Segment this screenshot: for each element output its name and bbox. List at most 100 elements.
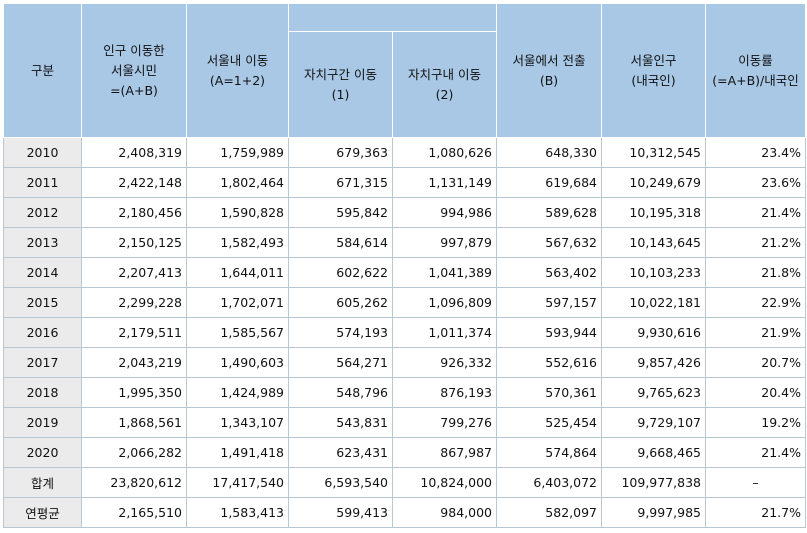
table-row: 2012 2,180,456 1,590,828 595,842 994,986 589,… (3, 197, 806, 228)
table-cell: 9,930,616 (601, 317, 706, 348)
table-cell: 2,180,456 (81, 197, 187, 228)
table-cell: 574,193 (288, 317, 393, 348)
table-cell: 525,454 (496, 407, 602, 438)
table-cell: 1,096,809 (392, 287, 497, 318)
table-cell: 19.2% (705, 407, 806, 438)
row-label: 2016 (3, 317, 82, 348)
table-cell: 1,424,989 (186, 377, 289, 408)
table-cell: 21.9% (705, 317, 806, 348)
table-cell: 926,332 (392, 347, 497, 378)
header-between-districts: 자치구간 이동 (1) (288, 31, 393, 138)
table-cell: – (705, 467, 806, 498)
table-cell: 17,417,540 (186, 467, 289, 498)
table-cell: 22.9% (705, 287, 806, 318)
row-label: 2018 (3, 377, 82, 408)
table-cell: 582,097 (496, 497, 602, 528)
row-label: 합계 (3, 467, 82, 498)
row-label: 2019 (3, 407, 82, 438)
table-cell: 2,422,148 (81, 167, 187, 198)
table-cell: 9,857,426 (601, 347, 706, 378)
table-cell: 21.7% (705, 497, 806, 528)
population-movement-table: 구분 인구 이동한 서울시민 =(A+B) 서울내 이동 (A=1+2) 서울에… (3, 3, 806, 528)
table-cell: 2,207,413 (81, 257, 187, 288)
table-cell: 10,022,181 (601, 287, 706, 318)
table-cell: 1,080,626 (392, 137, 497, 168)
table-cell: 648,330 (496, 137, 602, 168)
table-row: 2011 2,422,148 1,802,464 671,315 1,131,149 61… (3, 167, 806, 198)
table-row: 합계 23,820,612 17,417,540 6,593,540 10,824,00… (3, 467, 806, 498)
table-cell: 574,864 (496, 437, 602, 468)
header-movement-rate: 이동률 (=A+B)/내국인 (705, 3, 806, 138)
table-cell: 2,299,228 (81, 287, 187, 318)
table-cell: 6,403,072 (496, 467, 602, 498)
table-cell: 9,997,985 (601, 497, 706, 528)
table-cell: 10,195,318 (601, 197, 706, 228)
table-cell: 9,668,465 (601, 437, 706, 468)
table-cell: 109,977,838 (601, 467, 706, 498)
table-row: 2016 2,179,511 1,585,567 574,193 1,011,374 59… (3, 317, 806, 348)
table-cell: 595,842 (288, 197, 393, 228)
table-row: 2014 2,207,413 1,644,011 602,622 1,041,389 56… (3, 257, 806, 288)
table-cell: 671,315 (288, 167, 393, 198)
table-cell: 593,944 (496, 317, 602, 348)
table-cell: 1,702,071 (186, 287, 289, 318)
table-cell: 997,879 (392, 227, 497, 258)
table-cell: 23,820,612 (81, 467, 187, 498)
header-within-seoul: 서울내 이동 (A=1+2) (186, 3, 289, 138)
row-label: 2017 (3, 347, 82, 378)
table-cell: 10,824,000 (392, 467, 497, 498)
table-cell: 570,361 (496, 377, 602, 408)
table-cell: 994,986 (392, 197, 497, 228)
table-cell: 984,000 (392, 497, 497, 528)
row-label: 2015 (3, 287, 82, 318)
table-cell: 10,143,645 (601, 227, 706, 258)
table-row: 2013 2,150,125 1,582,493 584,614 997,879 567,… (3, 227, 806, 258)
row-label: 2011 (3, 167, 82, 198)
table-cell: 1,343,107 (186, 407, 289, 438)
row-label: 2014 (3, 257, 82, 288)
table-cell: 10,249,679 (601, 167, 706, 198)
table-cell: 564,271 (288, 347, 393, 378)
table-cell: 10,103,233 (601, 257, 706, 288)
table-cell: 599,413 (288, 497, 393, 528)
header-out-of-seoul: 서울에서 전출 (B) (496, 3, 602, 138)
table-cell: 1,868,561 (81, 407, 187, 438)
table-cell: 2,408,319 (81, 137, 187, 168)
table-cell: 23.6% (705, 167, 806, 198)
table-cell: 1,583,413 (186, 497, 289, 528)
table-cell: 563,402 (496, 257, 602, 288)
header-total-movers: 인구 이동한 서울시민 =(A+B) (81, 3, 187, 138)
table-cell: 1,491,418 (186, 437, 289, 468)
header-within-district: 자치구내 이동 (2) (392, 31, 497, 138)
table-cell: 1,995,350 (81, 377, 187, 408)
table-cell: 589,628 (496, 197, 602, 228)
table-cell: 23.4% (705, 137, 806, 168)
table-cell: 2,150,125 (81, 227, 187, 258)
table-cell: 867,987 (392, 437, 497, 468)
table-cell: 679,363 (288, 137, 393, 168)
table-cell: 1,490,603 (186, 347, 289, 378)
header-group-blank (288, 3, 497, 32)
table-cell: 20.7% (705, 347, 806, 378)
table-cell: 597,157 (496, 287, 602, 318)
table-row: 2018 1,995,350 1,424,989 548,796 876,193 570,… (3, 377, 806, 408)
table-cell: 20.4% (705, 377, 806, 408)
table-row: 2020 2,066,282 1,491,418 623,431 867,987 574,… (3, 437, 806, 468)
table-cell: 21.2% (705, 227, 806, 258)
table-row: 2019 1,868,561 1,343,107 543,831 799,276 525,… (3, 407, 806, 438)
row-label: 2010 (3, 137, 82, 168)
table-cell: 543,831 (288, 407, 393, 438)
table-cell: 21.8% (705, 257, 806, 288)
header-gubun: 구분 (3, 3, 82, 138)
table-row: 2015 2,299,228 1,702,071 605,262 1,096,809 59… (3, 287, 806, 318)
table-cell: 9,729,107 (601, 407, 706, 438)
table-cell: 1,041,389 (392, 257, 497, 288)
table-cell: 1,582,493 (186, 227, 289, 258)
table-row: 연평균 2,165,510 1,583,413 599,413 984,000 582,0… (3, 497, 806, 528)
table-cell: 1,011,374 (392, 317, 497, 348)
table-cell: 6,593,540 (288, 467, 393, 498)
table-cell: 1,590,828 (186, 197, 289, 228)
table-cell: 799,276 (392, 407, 497, 438)
table-row: 2010 2,408,319 1,759,989 679,363 1,080,626 64… (3, 137, 806, 168)
table-cell: 10,312,545 (601, 137, 706, 168)
